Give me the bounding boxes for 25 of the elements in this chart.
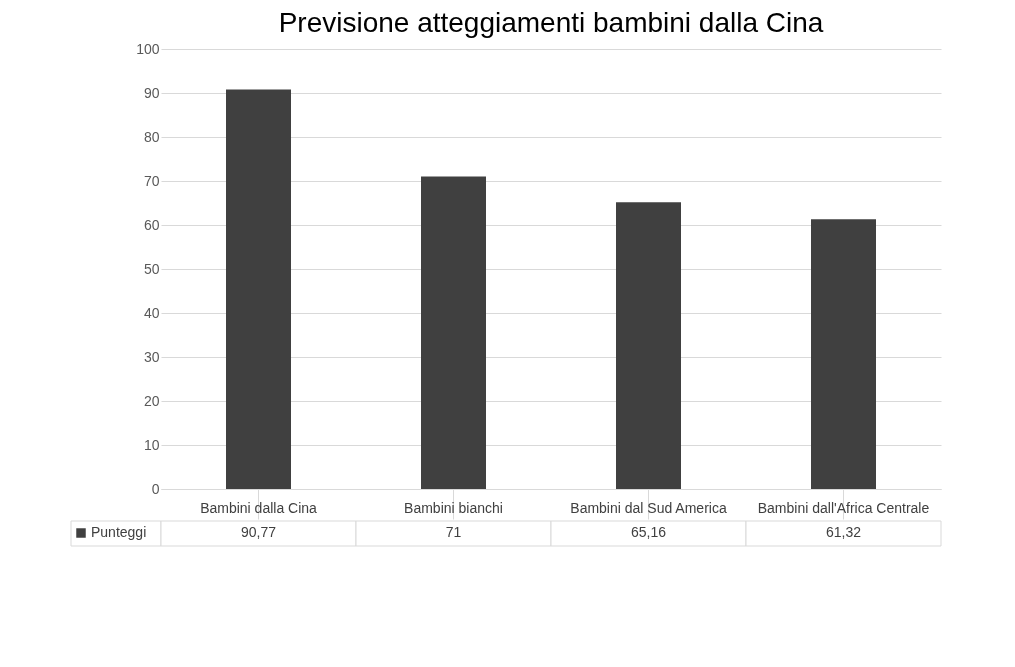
chart-title: Previsione atteggiamenti bambini dalla Cina [278,7,824,38]
bar [811,219,876,489]
data-label: 61,32 [825,524,862,540]
y-tick-label: 20 [143,392,160,409]
y-tick-label: 50 [143,260,160,277]
x-tick-label: Bambini dall'Africa Centrale [757,499,930,516]
y-tick-label: 30 [143,348,160,365]
bar [421,176,486,489]
y-tick-label: 70 [143,172,160,189]
data-label: 71 [445,524,462,540]
legend-label: Punteggi [91,524,147,540]
data-label: 65,16 [630,524,667,540]
x-tick-label: Bambini dalla Cina [200,499,318,516]
y-tick-label: 40 [143,304,160,321]
bar [616,202,681,489]
bar [226,89,291,489]
data-label: 90,77 [240,524,277,540]
y-tick-label: 10 [143,436,160,453]
x-tick-label: Bambini dal Sud America [570,499,727,516]
x-tick-label: Bambini bianchi [404,499,503,516]
y-tick-label: 0 [151,480,160,497]
y-tick-label: 80 [143,128,160,145]
y-tick-label: 90 [143,84,160,101]
y-tick-label: 60 [143,216,160,233]
y-tick-label: 100 [136,40,160,57]
